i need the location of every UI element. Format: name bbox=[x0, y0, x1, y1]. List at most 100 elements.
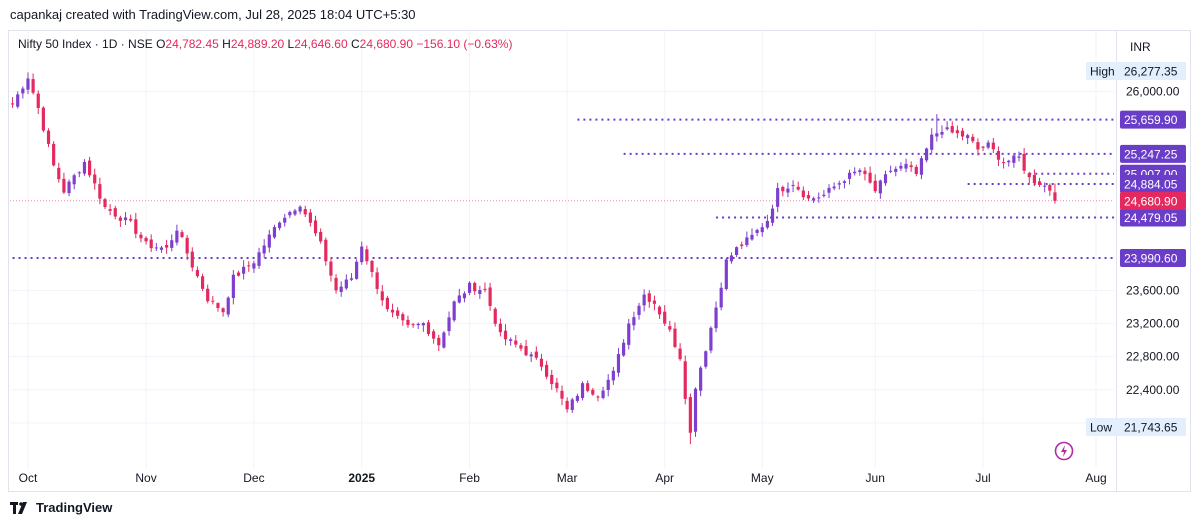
candle-body bbox=[206, 288, 210, 302]
candle-body bbox=[334, 277, 338, 291]
candle-body bbox=[930, 134, 934, 150]
y-tick-label: 22,800.00 bbox=[1126, 350, 1180, 364]
candle-body bbox=[991, 142, 995, 150]
candle-body bbox=[996, 151, 1001, 160]
candle-body bbox=[447, 317, 451, 332]
candle-body bbox=[432, 331, 436, 339]
open-value: 24,782.45 bbox=[165, 37, 219, 51]
candle-body bbox=[868, 172, 872, 183]
candle-body bbox=[478, 290, 482, 294]
candle-body bbox=[586, 383, 590, 391]
candle-body bbox=[1002, 162, 1006, 164]
candle-body bbox=[272, 227, 277, 238]
level-price-tag-bg bbox=[1120, 144, 1186, 163]
candle-body bbox=[863, 170, 867, 175]
chart-credit: capankaj created with TradingView.com, J… bbox=[10, 7, 416, 22]
candle-body bbox=[437, 337, 441, 346]
level-price-tag-text: 24,884.05 bbox=[1124, 177, 1178, 191]
candle-body bbox=[355, 261, 359, 279]
candle-body bbox=[462, 293, 467, 299]
candle-body bbox=[622, 342, 626, 356]
close-value: 24,680.90 bbox=[359, 37, 414, 51]
candle-body bbox=[632, 317, 636, 326]
candle-body bbox=[26, 78, 30, 90]
candle-body bbox=[21, 88, 25, 94]
candle-body bbox=[1017, 156, 1021, 158]
candle-body bbox=[878, 180, 882, 194]
x-tick-label: Dec bbox=[243, 471, 264, 485]
candle-body bbox=[257, 252, 261, 266]
candle-body bbox=[46, 130, 51, 144]
candle-body bbox=[904, 163, 908, 169]
candle-body bbox=[616, 354, 621, 373]
level-price-tag: 25,247.25 bbox=[1120, 144, 1186, 163]
chart-frame bbox=[8, 30, 1191, 492]
level-price-tag-bg bbox=[1120, 248, 1186, 267]
candle-body bbox=[390, 309, 395, 313]
candle-body bbox=[719, 287, 723, 308]
candle-body bbox=[709, 327, 713, 351]
candle-body bbox=[693, 388, 698, 432]
candle-body bbox=[853, 171, 857, 174]
candle-body bbox=[647, 293, 651, 302]
level-price-tag-bg bbox=[1120, 110, 1186, 129]
candle-body bbox=[57, 167, 61, 180]
candle-body bbox=[919, 158, 924, 175]
candle-body bbox=[457, 295, 461, 303]
flash-icon[interactable] bbox=[1054, 441, 1074, 461]
candle-body bbox=[740, 244, 744, 246]
candle-body bbox=[760, 227, 764, 233]
footer-brand-text: TradingView bbox=[36, 500, 113, 515]
candle-body bbox=[827, 187, 831, 193]
level-price-tag: 25,659.90 bbox=[1120, 110, 1186, 129]
candle-body bbox=[1027, 173, 1031, 178]
symbol-label[interactable]: Nifty 50 Index · 1D · NSE bbox=[18, 37, 153, 51]
candle-body bbox=[195, 270, 200, 277]
candle-body bbox=[442, 332, 446, 348]
candle-body bbox=[324, 239, 328, 262]
candle-body bbox=[858, 170, 862, 173]
candle-body bbox=[154, 247, 158, 249]
high-value: 24,889.20 bbox=[230, 37, 285, 51]
candle-body bbox=[93, 174, 97, 184]
x-tick-label: May bbox=[751, 471, 774, 485]
candle-body bbox=[817, 197, 821, 199]
high-marker-value-bg bbox=[1120, 62, 1186, 80]
candle-body bbox=[832, 186, 836, 189]
candle-body bbox=[385, 297, 390, 310]
candle-body bbox=[452, 301, 456, 321]
candles bbox=[10, 72, 1057, 445]
level-price-tag-bg bbox=[1120, 208, 1186, 227]
candle-body bbox=[786, 188, 790, 193]
candle-body bbox=[349, 278, 354, 280]
candle-body bbox=[211, 300, 215, 302]
candle-body bbox=[416, 323, 420, 326]
candle-body bbox=[288, 211, 292, 216]
candle-body bbox=[242, 266, 246, 274]
candle-body bbox=[945, 127, 949, 130]
candle-body bbox=[935, 133, 939, 137]
footer-brand[interactable]: TradingView bbox=[10, 500, 112, 515]
currency-selector[interactable]: INR bbox=[1130, 40, 1151, 54]
candle-body bbox=[493, 308, 497, 324]
candle-body bbox=[555, 382, 559, 389]
candle-body bbox=[1048, 185, 1052, 191]
grid-layer bbox=[10, 31, 1114, 468]
candle-body bbox=[375, 272, 379, 289]
candle-body bbox=[1022, 153, 1026, 171]
candle-body bbox=[396, 310, 400, 316]
candle-body bbox=[226, 297, 230, 315]
x-tick-label: Oct bbox=[19, 471, 38, 485]
high-marker-value-text: 26,277.35 bbox=[1124, 65, 1178, 79]
candle-body bbox=[642, 294, 646, 306]
candle-body bbox=[62, 178, 66, 193]
candle-body bbox=[873, 180, 877, 192]
candle-body bbox=[175, 230, 179, 243]
candle-body bbox=[545, 364, 549, 377]
candle-body bbox=[539, 358, 544, 367]
candle-body bbox=[883, 174, 888, 184]
candle-body bbox=[298, 206, 302, 212]
candle-body bbox=[688, 397, 692, 433]
candle-body bbox=[729, 255, 734, 262]
